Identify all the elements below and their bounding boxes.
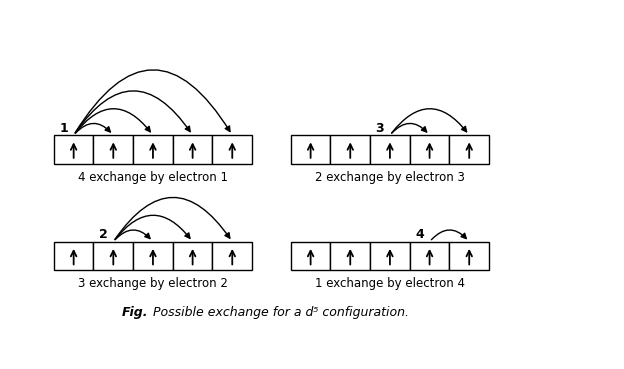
Bar	[370, 242, 410, 270]
Bar	[94, 135, 133, 163]
Bar	[449, 242, 489, 270]
Bar	[291, 242, 331, 270]
Bar	[410, 135, 449, 163]
Text: Possible exchange for a d⁵ configuration.: Possible exchange for a d⁵ configuration…	[153, 306, 409, 319]
Bar	[449, 135, 489, 163]
Bar	[173, 242, 212, 270]
Text: Fig.: Fig.	[122, 306, 148, 319]
Bar	[370, 135, 410, 163]
Text: 1 exchange by electron 4: 1 exchange by electron 4	[315, 277, 465, 290]
Bar	[133, 135, 173, 163]
Bar	[410, 242, 449, 270]
Bar	[291, 135, 331, 163]
Bar	[133, 242, 173, 270]
Text: 2: 2	[99, 228, 107, 241]
Bar	[212, 242, 252, 270]
Bar	[94, 242, 133, 270]
Bar	[331, 135, 370, 163]
Bar	[212, 135, 252, 163]
Bar	[54, 242, 94, 270]
Text: 1: 1	[59, 122, 68, 135]
Text: 2 exchange by electron 3: 2 exchange by electron 3	[315, 171, 465, 184]
Text: 3 exchange by electron 2: 3 exchange by electron 2	[78, 277, 228, 290]
Text: 4 exchange by electron 1: 4 exchange by electron 1	[78, 171, 228, 184]
Text: 3: 3	[376, 122, 384, 135]
Text: 4: 4	[415, 228, 424, 241]
Bar	[173, 135, 212, 163]
Bar	[54, 135, 94, 163]
Bar	[331, 242, 370, 270]
